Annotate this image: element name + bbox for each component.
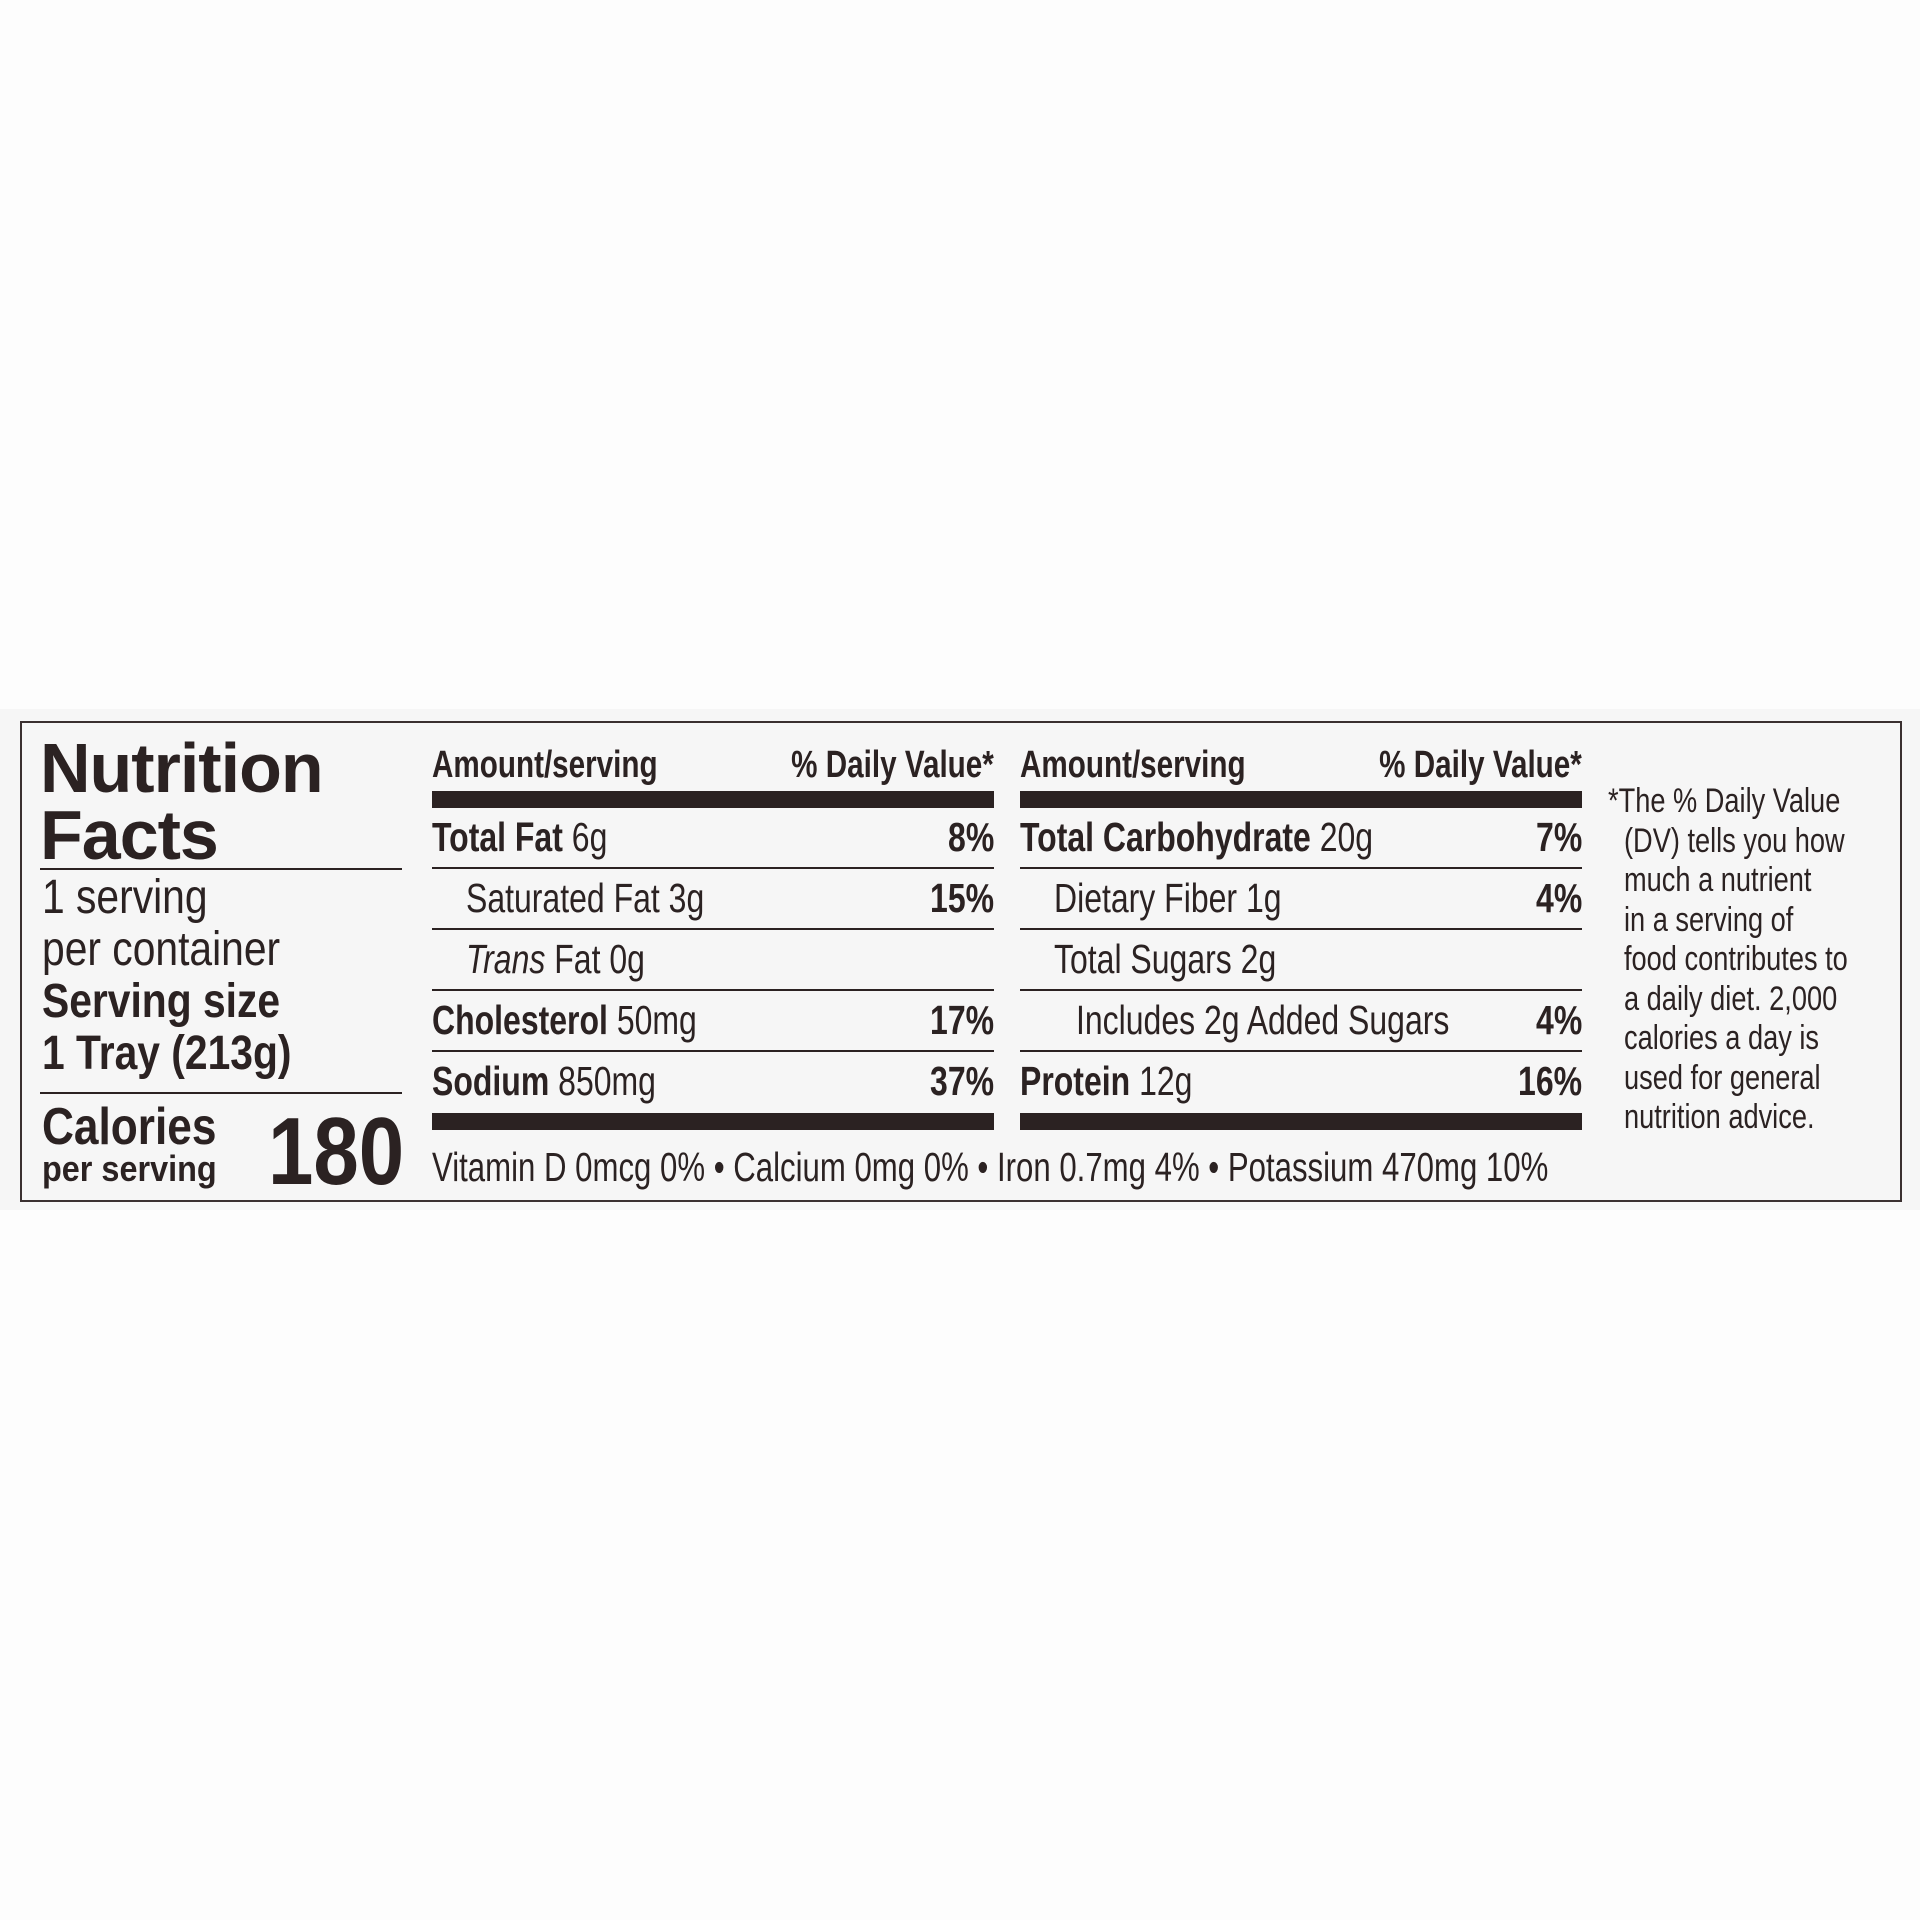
- nutrient-row: Dietary Fiber 1g 4%: [1020, 869, 1582, 930]
- nutrient-row: Includes 2g Added Sugars 4%: [1020, 991, 1582, 1052]
- nutrient-daily-value: 37%: [929, 1058, 994, 1104]
- nutrition-facts-border: [20, 721, 1902, 1202]
- footnote-line: much a nutrient: [1624, 861, 1812, 899]
- nutrient-daily-value: 15%: [929, 875, 994, 921]
- footnote-line: calories a day is: [1624, 1019, 1820, 1057]
- footnote-line-wrap: a daily diet. 2,000: [1608, 980, 1904, 1020]
- nutrient-row: Saturated Fat 3g 15%: [432, 869, 994, 930]
- footnote-line: used for general: [1624, 1058, 1821, 1097]
- footnote-line-wrap: nutrition advice.: [1608, 1098, 1904, 1138]
- nutrient-daily-value: 4%: [1535, 997, 1582, 1043]
- nutrient-amount: 2g: [1240, 936, 1277, 982]
- footnote-line: nutrition advice.: [1624, 1098, 1815, 1136]
- nutrient-row: Protein 12g 16%: [1020, 1052, 1582, 1111]
- calories-sub: per serving: [42, 1148, 217, 1189]
- micronutrients: Vitamin D 0mcg 0% • Calcium 0mg 0% • Iro…: [432, 1144, 1549, 1190]
- nutrient-amount: 6g: [571, 814, 608, 860]
- nutrient-name: Saturated Fat: [466, 875, 660, 921]
- nutrient-row: Trans Fat 0g: [432, 930, 994, 991]
- nutrient-name: Trans: [466, 936, 546, 982]
- nutrient-name: Total Sugars: [1054, 936, 1232, 982]
- calories-label: Calories: [42, 1098, 217, 1156]
- nutrient-daily-value: 8%: [947, 814, 994, 860]
- footnote-line-wrap: in a serving of: [1608, 901, 1904, 941]
- thick-divider: [1020, 1113, 1582, 1130]
- footnote-line-wrap: much a nutrient: [1608, 861, 1904, 901]
- column-header: Amount/serving % Daily Value*: [432, 740, 994, 790]
- nutrient-name: Total Fat: [432, 814, 563, 860]
- nutrient-daily-value: 7%: [1535, 814, 1582, 860]
- title: Nutrition: [40, 729, 324, 807]
- nutrient-amount: 3g: [668, 875, 705, 921]
- nutrient-daily-value: 17%: [929, 997, 994, 1043]
- footnote-line-wrap: (DV) tells you how: [1608, 822, 1904, 862]
- nutrient-amount: 20g: [1319, 814, 1374, 860]
- divider: [40, 1092, 402, 1094]
- calories-value: 180: [268, 1098, 405, 1205]
- nutrient-amount: 12g: [1139, 1058, 1193, 1104]
- column-header: Amount/serving % Daily Value*: [1020, 740, 1582, 790]
- nutrient-row: Total Fat 6g 8%: [432, 808, 994, 869]
- footnote-line: *The % Daily Value: [1608, 782, 1841, 820]
- amount-header: Amount/serving: [1020, 744, 1246, 786]
- nutrient-row: Cholesterol 50mg 17%: [432, 991, 994, 1052]
- nutrient-name: Sodium: [432, 1058, 550, 1104]
- nutrient-row: Total Carbohydrate 20g 7%: [1020, 808, 1582, 869]
- title-line2: Facts: [40, 796, 219, 874]
- daily-value-header: % Daily Value*: [791, 744, 994, 786]
- nutrient-row: Total Sugars 2g: [1020, 930, 1582, 991]
- thick-divider: [432, 1113, 994, 1130]
- nutrient-name: Dietary Fiber: [1054, 875, 1238, 921]
- nutrient-name: Total Carbohydrate: [1020, 814, 1311, 860]
- footnote-line-wrap: food contributes to: [1608, 940, 1904, 980]
- nutrient-daily-value: 4%: [1535, 875, 1582, 921]
- nutrient-row: Sodium 850mg 37%: [432, 1052, 994, 1111]
- footnote-line: (DV) tells you how: [1624, 821, 1845, 860]
- nutrient-name-rest: Fat: [554, 936, 601, 982]
- footnote-line-wrap: calories a day is: [1608, 1019, 1904, 1059]
- daily-value-header: % Daily Value*: [1379, 744, 1582, 786]
- footnote-line: in a serving of: [1624, 900, 1794, 939]
- nutrient-name: Includes 2g Added Sugars: [1076, 997, 1450, 1043]
- footnote-line: a daily diet. 2,000: [1624, 979, 1838, 1018]
- footnote-line: food contributes to: [1624, 940, 1848, 978]
- amount-header: Amount/serving: [432, 744, 658, 786]
- thick-divider: [432, 791, 994, 808]
- serving-size: Serving size 1 Tray (213g): [42, 975, 292, 1080]
- daily-value-footnote: *The % Daily Value (DV) tells you how much…: [1608, 782, 1904, 1138]
- servings-per-container: 1 serving per container: [42, 871, 281, 976]
- thick-divider: [1020, 791, 1582, 808]
- nutrient-daily-value: 16%: [1517, 1058, 1582, 1104]
- nutrient-amount: 850mg: [558, 1058, 656, 1104]
- divider: [40, 868, 402, 870]
- nutrient-name: Protein: [1020, 1058, 1131, 1104]
- nutrient-amount: 1g: [1245, 875, 1282, 921]
- nutrient-amount: 0g: [609, 936, 645, 982]
- footnote-line-wrap: *The % Daily Value: [1608, 782, 1904, 822]
- footnote-line-wrap: used for general: [1608, 1059, 1904, 1099]
- nutrient-amount: 50mg: [616, 997, 697, 1043]
- nutrient-name: Cholesterol: [432, 997, 608, 1043]
